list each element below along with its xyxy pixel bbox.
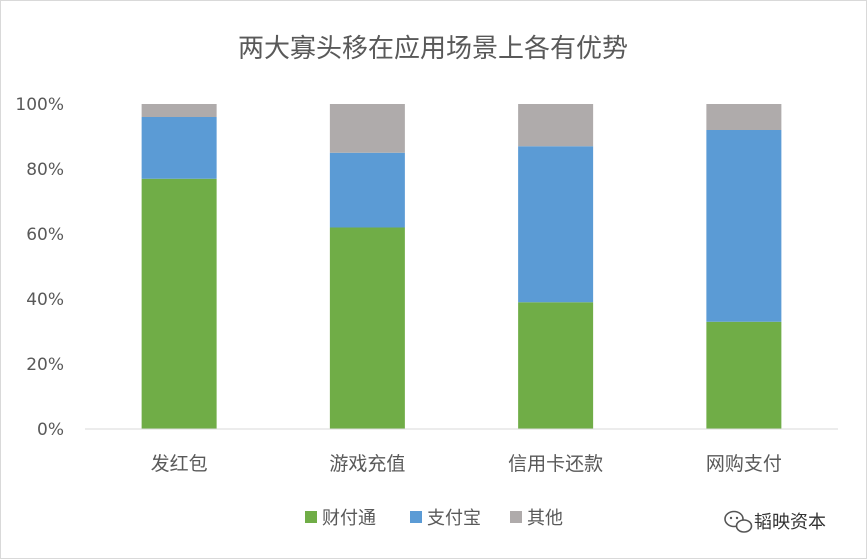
watermark-text: 韬映资本: [754, 512, 826, 533]
y-tick-label: 100%: [15, 95, 64, 115]
legend-label: 支付宝: [427, 508, 481, 529]
bar-segment: [141, 117, 217, 179]
y-axis: 0% 20% 40% 60% 80% 100%: [15, 95, 64, 440]
bar-segment: [329, 104, 405, 153]
bar-segment: [706, 321, 782, 429]
bars: [141, 104, 782, 429]
bar-segment: [329, 227, 405, 429]
bar-segment: [518, 104, 594, 147]
y-tick-label: 40%: [26, 290, 64, 310]
chart-title: 两大寡头移在应用场景上各有优势: [238, 34, 628, 64]
y-tick-label: 20%: [26, 355, 64, 375]
bar-segment: [518, 146, 594, 303]
legend-label: 财付通: [322, 508, 376, 529]
x-category-label: 游戏充值: [329, 453, 405, 475]
legend-swatch: [305, 511, 317, 523]
y-tick-label: 80%: [26, 160, 64, 180]
bar-segment: [518, 302, 594, 429]
y-tick-label: 0%: [37, 420, 64, 440]
legend-swatch: [510, 511, 522, 523]
bar-segment: [141, 178, 217, 429]
x-axis: 发红包 游戏充值 信用卡还款 网购支付: [151, 453, 782, 475]
watermark: 韬映资本: [724, 510, 826, 533]
x-category-label: 网购支付: [706, 453, 782, 475]
legend: 财付通 支付宝 其他: [305, 508, 563, 529]
x-category-label: 发红包: [151, 453, 208, 475]
x-category-label: 信用卡还款: [508, 453, 603, 475]
bar-segment: [706, 104, 782, 130]
wechat-icon: [724, 510, 753, 533]
bar-segment: [141, 104, 217, 117]
bar-segment: [706, 130, 782, 322]
bar-segment: [329, 152, 405, 228]
legend-label: 其他: [527, 508, 563, 529]
y-tick-label: 60%: [26, 225, 64, 245]
legend-swatch: [410, 511, 422, 523]
